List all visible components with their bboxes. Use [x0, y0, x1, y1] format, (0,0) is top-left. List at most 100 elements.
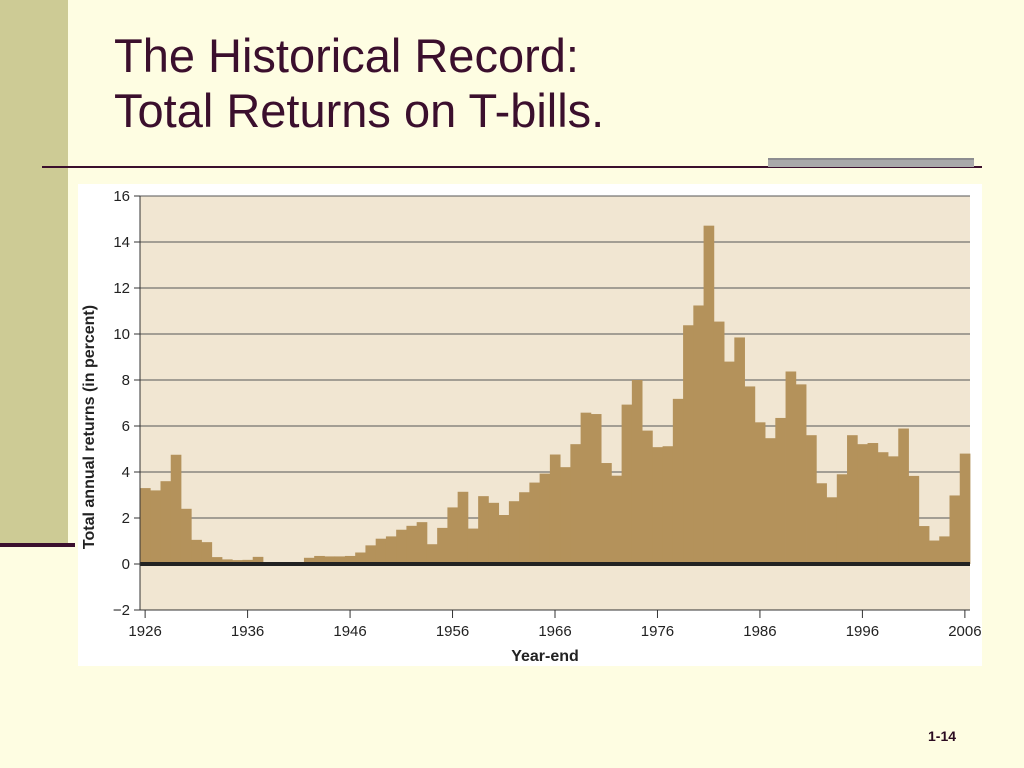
x-tick-label: 1936: [231, 623, 264, 640]
y-tick-label: 0: [122, 556, 130, 573]
y-tick-label: 14: [113, 234, 130, 251]
bar: [437, 527, 448, 564]
x-tick-label: 1996: [846, 623, 879, 640]
bar: [898, 428, 909, 564]
y-tick-label: 10: [113, 326, 130, 343]
bar: [744, 386, 756, 564]
bar: [672, 398, 684, 564]
bar: [334, 556, 346, 564]
bar: [140, 488, 151, 564]
bar: [918, 526, 930, 564]
bar: [877, 452, 889, 564]
bar: [344, 555, 356, 564]
y-tick-label: 16: [113, 188, 130, 205]
bar: [621, 404, 633, 564]
bar: [242, 559, 254, 564]
chart-container: −2 0 2 4 6 8 10 12 14 16 1926 1936 1946 1956 1966 1976…: [78, 184, 982, 666]
y-axis: −2 0 2 4 6 8 10 12 14 16: [113, 188, 141, 619]
bar: [508, 501, 520, 564]
x-tick-label: 2006: [948, 623, 981, 640]
title-accent-bar: [768, 158, 974, 167]
bar: [150, 490, 161, 564]
bar: [580, 412, 592, 564]
bar: [816, 483, 827, 564]
bar: [765, 438, 776, 564]
bar: [467, 528, 479, 564]
tbill-returns-chart: −2 0 2 4 6 8 10 12 14 16 1926 1936 1946 1956 1966 1976…: [81, 188, 982, 665]
bar: [929, 540, 940, 564]
bar: [549, 454, 561, 564]
slide-title: The Historical Record: Total Returns on …: [114, 28, 604, 138]
bar: [959, 453, 971, 564]
slide-title-line-1: The Historical Record:: [114, 29, 579, 82]
bar: [519, 492, 530, 564]
bar: [652, 447, 663, 564]
bar: [806, 435, 817, 564]
y-tick-label: 4: [122, 464, 130, 481]
bar: [396, 529, 407, 564]
bar: [795, 384, 807, 564]
bar: [867, 443, 879, 564]
bar: [611, 475, 623, 564]
y-tick-label: 6: [122, 418, 130, 435]
bar: [457, 491, 469, 564]
y-tick-label: 2: [122, 510, 130, 527]
x-axis-label: Year-end: [511, 648, 579, 665]
bar: [713, 321, 725, 564]
left-decorative-band: [0, 0, 68, 544]
x-tick-label: 1966: [538, 623, 571, 640]
bar: [201, 542, 213, 564]
y-axis-label: Total annual returns (in percent): [81, 305, 98, 549]
bar: [785, 371, 797, 564]
bar: [488, 502, 500, 564]
bar: [221, 559, 233, 564]
bar: [416, 522, 428, 564]
bar: [908, 475, 920, 564]
bar: [642, 430, 653, 564]
bar: [826, 497, 838, 564]
bar: [888, 456, 899, 564]
slide-title-line-2: Total Returns on T-bills.: [114, 84, 605, 137]
bar: [498, 515, 510, 564]
bar: [775, 417, 786, 564]
y-tick-label: 8: [122, 372, 130, 389]
bar: [836, 474, 848, 564]
bar: [529, 482, 541, 564]
bar: [590, 414, 602, 564]
bar: [662, 446, 674, 564]
bar: [857, 444, 868, 564]
x-tick-label: 1986: [743, 623, 776, 640]
bar: [560, 467, 571, 564]
x-tick-label: 1956: [436, 623, 469, 640]
bar: [949, 495, 961, 564]
bar: [303, 557, 315, 564]
bar: [539, 473, 551, 564]
y-tick-label: 12: [113, 280, 130, 297]
x-tick-label: 1926: [128, 623, 161, 640]
bar: [211, 557, 223, 564]
bar: [570, 444, 582, 564]
bar: [426, 544, 438, 564]
bar: [847, 435, 858, 564]
bar: [180, 508, 192, 564]
bar: [170, 454, 182, 564]
bar: [324, 556, 336, 564]
x-tick-label: 1946: [333, 623, 366, 640]
left-band-rule: [0, 543, 75, 547]
bar: [734, 337, 745, 564]
bar: [385, 536, 397, 564]
title-underline: [42, 166, 982, 168]
y-tick-label: −2: [113, 602, 130, 619]
bar: [631, 380, 643, 564]
bar: [365, 545, 377, 564]
x-axis: 1926 1936 1946 1956 1966 1976 1986 1996 2006: [128, 609, 982, 640]
bar: [252, 556, 264, 564]
bar: [754, 422, 766, 564]
bar: [724, 361, 735, 564]
bar: [601, 463, 612, 564]
bar: [703, 225, 715, 565]
bars: [140, 225, 971, 565]
bar: [314, 555, 325, 564]
bar: [355, 552, 366, 564]
bar: [478, 496, 489, 564]
